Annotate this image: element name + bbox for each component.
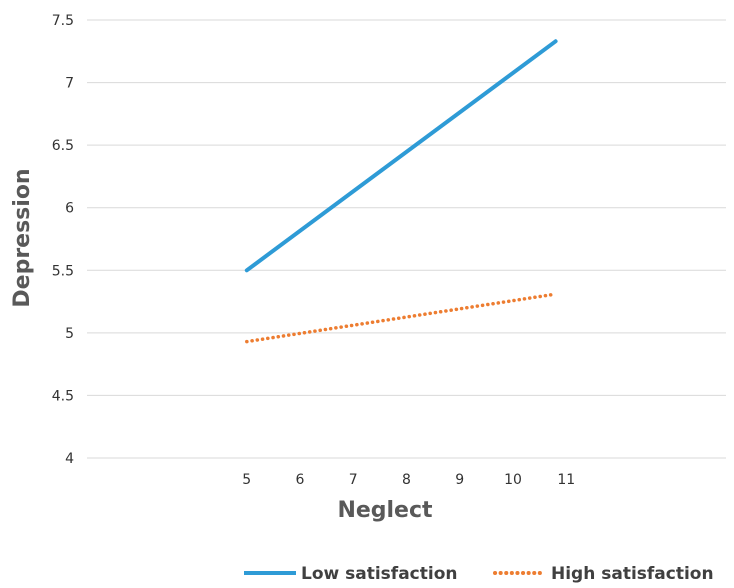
- legend: Low satisfaction High satisfaction: [244, 564, 714, 584]
- y-tick-label: 6: [65, 201, 74, 217]
- x-tick-label: 6: [296, 472, 305, 488]
- y-axis-title: Depression: [10, 168, 35, 307]
- x-tick-label: 8: [402, 472, 411, 488]
- y-tick-label: 7.5: [52, 13, 74, 29]
- series-lines: [244, 39, 558, 344]
- x-axis-title: Neglect: [337, 498, 433, 523]
- y-tick-label: 5: [65, 326, 74, 342]
- series-line-low-satisfaction: [244, 39, 558, 273]
- gridlines: [87, 19, 726, 459]
- legend-label-high-satisfaction: High satisfaction: [551, 564, 714, 584]
- y-tick-label: 4.5: [52, 388, 74, 404]
- x-axis-ticks: 5 6 7 8 9 10 11: [242, 472, 575, 488]
- x-tick-label: 7: [349, 472, 358, 488]
- y-tick-label: 7: [65, 76, 74, 92]
- x-tick-label: 5: [242, 472, 251, 488]
- y-axis-ticks: 4 4.5 5 5.5 6 6.5 7 7.5: [52, 13, 74, 467]
- x-tick-label: 9: [455, 472, 464, 488]
- y-tick-label: 6.5: [52, 138, 74, 154]
- y-tick-label: 5.5: [52, 263, 74, 279]
- y-tick-label: 4: [65, 451, 74, 467]
- legend-label-low-satisfaction: Low satisfaction: [301, 564, 457, 584]
- x-tick-label: 10: [504, 472, 522, 488]
- series-line-high-satisfaction: [245, 292, 558, 344]
- x-tick-label: 11: [557, 472, 575, 488]
